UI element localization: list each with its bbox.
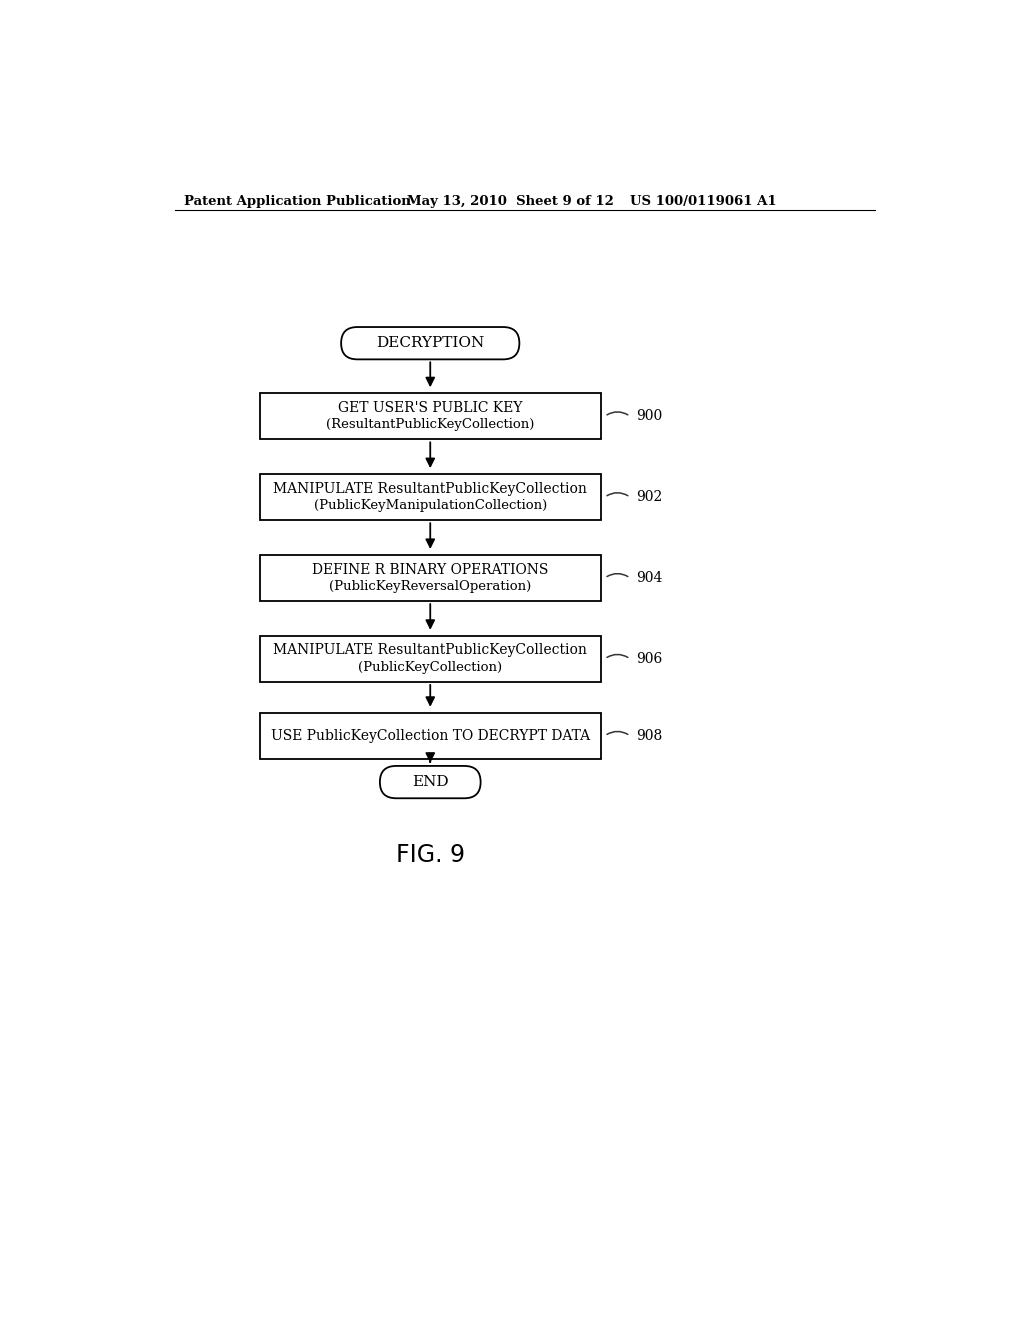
Text: 908: 908 [636,729,663,743]
Text: (PublicKeyCollection): (PublicKeyCollection) [358,661,503,675]
Text: USE PublicKeyCollection TO DECRYPT DATA: USE PublicKeyCollection TO DECRYPT DATA [270,729,590,743]
FancyBboxPatch shape [341,327,519,359]
FancyBboxPatch shape [260,474,601,520]
FancyBboxPatch shape [380,766,480,799]
FancyBboxPatch shape [260,554,601,601]
Text: GET USER'S PUBLIC KEY: GET USER'S PUBLIC KEY [338,401,522,414]
Text: MANIPULATE ResultantPublicKeyCollection: MANIPULATE ResultantPublicKeyCollection [273,482,587,496]
Text: 904: 904 [636,572,663,585]
FancyBboxPatch shape [260,636,601,682]
Text: May 13, 2010  Sheet 9 of 12: May 13, 2010 Sheet 9 of 12 [407,195,613,209]
FancyBboxPatch shape [260,393,601,440]
Text: FIG. 9: FIG. 9 [395,843,465,867]
FancyBboxPatch shape [260,713,601,759]
Text: US 100/0119061 A1: US 100/0119061 A1 [630,195,777,209]
Text: DECRYPTION: DECRYPTION [376,337,484,350]
Text: END: END [412,775,449,789]
Text: (PublicKeyReversalOperation): (PublicKeyReversalOperation) [329,579,531,593]
Text: 900: 900 [636,409,663,424]
Text: (ResultantPublicKeyCollection): (ResultantPublicKeyCollection) [326,418,535,432]
Text: 906: 906 [636,652,663,665]
Text: (PublicKeyManipulationCollection): (PublicKeyManipulationCollection) [313,499,547,512]
Text: MANIPULATE ResultantPublicKeyCollection: MANIPULATE ResultantPublicKeyCollection [273,643,587,657]
Text: Patent Application Publication: Patent Application Publication [183,195,411,209]
Text: 902: 902 [636,490,663,504]
Text: DEFINE R BINARY OPERATIONS: DEFINE R BINARY OPERATIONS [312,562,549,577]
